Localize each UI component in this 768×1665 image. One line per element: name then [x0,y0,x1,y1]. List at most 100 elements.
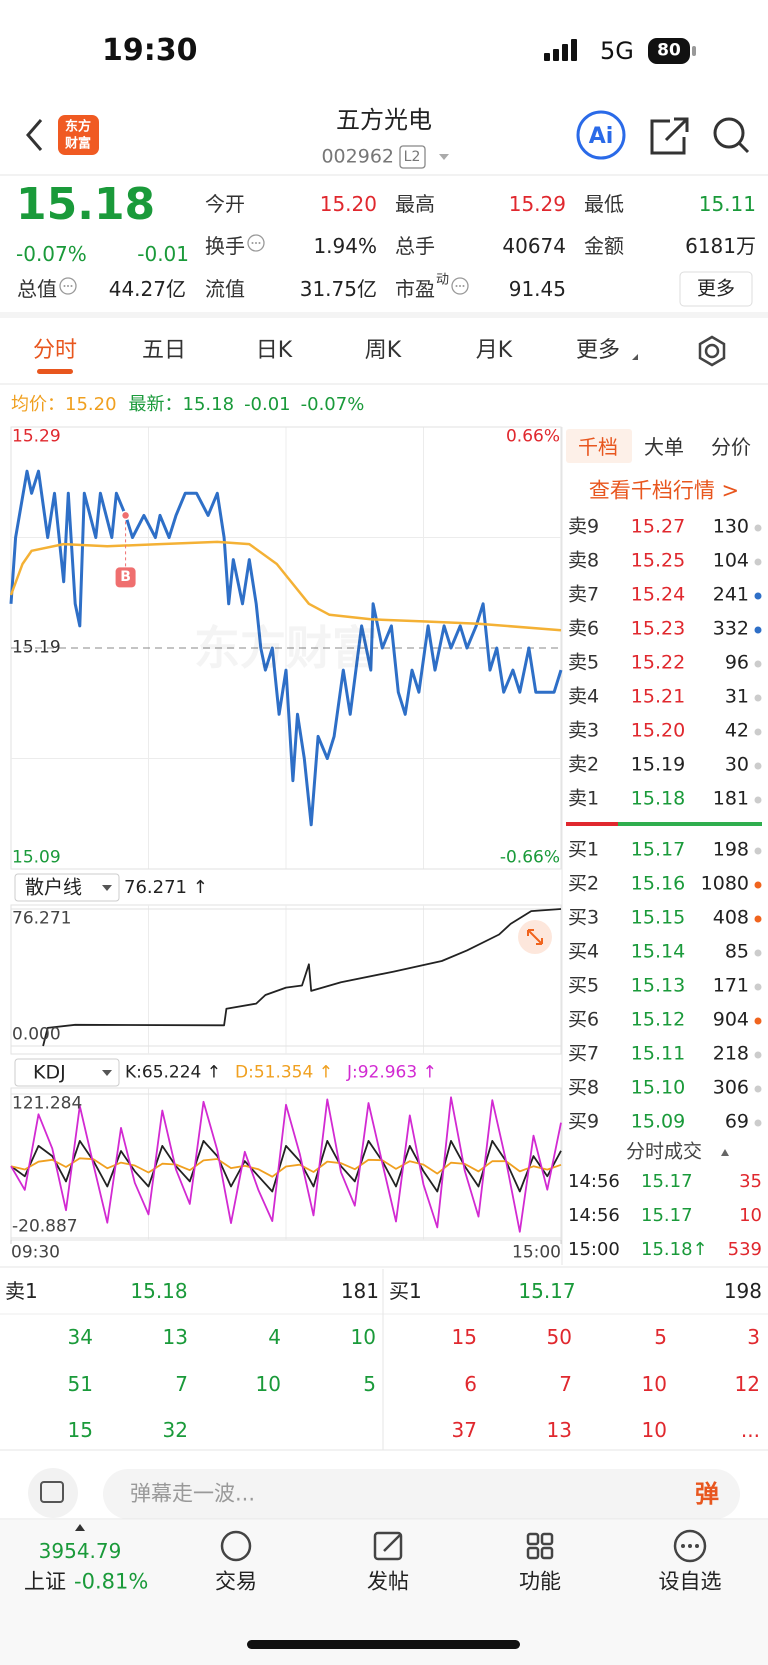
info-dot [455,285,458,287]
trades-title: 分时成交 [625,1140,703,1163]
book-label: 买2 [568,872,600,895]
book-label: 买1 [568,838,600,861]
logo-text: 东方 [64,119,92,135]
search-button[interactable] [713,117,750,154]
dropdown-arrow[interactable] [102,1070,112,1076]
marker-label: B [120,569,131,586]
home-indicator [247,1640,520,1649]
book-price: 15.20 [630,719,686,742]
tab[interactable]: 周K [364,338,402,363]
stat-value: 15.11 [698,192,756,216]
book-price: 15.11 [630,1042,686,1065]
nav-item[interactable]: 功能 [519,1569,561,1594]
tab[interactable]: 五日 [141,338,187,363]
book-label: 卖9 [568,515,600,538]
stat-value: 40674 [502,234,566,258]
nav-item[interactable]: 交易 [215,1569,257,1594]
index-row[interactable]: 上证 -0.81% [24,1571,148,1593]
tab[interactable]: 月K [475,338,513,363]
stat-label: 总值 [17,277,57,301]
tick-volume: 198 [723,1279,762,1303]
bid-bar [618,822,762,826]
last-change-pct: -0.07% [300,394,365,415]
book-dot [754,1085,762,1093]
ai-glyph: Ai [589,124,614,149]
book-tab[interactable]: 大单 [644,435,684,459]
avg-label: 均价： [11,394,65,415]
share-button[interactable] [650,117,689,155]
nav-item[interactable]: 设自选 [658,1569,722,1594]
book-price: 15.25 [630,549,686,572]
book-label: 卖8 [568,549,600,572]
book-label: 卖3 [568,719,600,742]
book-volume: 218 [712,1042,749,1065]
trade-price: 15.18↑ [641,1239,708,1260]
collapse-arrow[interactable] [721,1149,729,1156]
tick-cell: 4 [268,1325,281,1349]
comment-toggle[interactable] [28,1468,78,1518]
tick-side-label: 卖1 [5,1279,38,1303]
more-button[interactable] [679,271,753,307]
book-volume: 306 [712,1076,749,1099]
comment-icon [40,1481,64,1503]
info-dot [258,242,261,244]
tick-cell: 5 [363,1372,376,1396]
info-dot [70,285,73,287]
tab[interactable]: 日K [255,338,293,363]
battery-icon [648,38,690,64]
book-price: 15.27 [630,515,686,538]
comment-placeholder[interactable]: 弹幕走一波... [130,1481,256,1506]
book-dot [754,694,762,702]
settings-button[interactable] [698,335,726,367]
book-volume: 332 [712,617,749,640]
trade-time: 15:00 [568,1239,620,1260]
y-tick-label: 0.000 [12,1024,61,1045]
dropdown-arrow[interactable] [439,154,449,160]
book-volume: 31 [724,685,749,708]
dropdown-arrow[interactable] [102,885,112,891]
back-button[interactable] [26,119,43,151]
comment-input[interactable] [103,1469,740,1519]
book-volume: 198 [712,838,749,861]
tick-cell: 10 [641,1372,667,1396]
tick-cell: 10 [641,1418,667,1442]
book-label: 卖1 [568,787,600,810]
kdj-readout: J:92.963 ↑ [346,1062,437,1083]
tab-underline [37,369,73,374]
stock-name: 五方光电 [336,106,432,134]
nav-item[interactable]: 发帖 [367,1569,409,1594]
tick-cell: 34 [67,1325,93,1349]
stat-label: 金额 [584,234,624,258]
danmaku-button[interactable]: 弹 [695,1480,719,1508]
indicator-select[interactable] [14,873,120,902]
tab[interactable]: 更多 [575,338,621,363]
info-dot [67,285,69,287]
tick-cell: 7 [175,1372,188,1396]
marker-badge [115,567,136,588]
trade-time: 14:56 [568,1171,620,1192]
book-volume: 171 [712,974,749,997]
book-link[interactable]: 查看千档行情 > [588,478,740,503]
tab[interactable]: 分时 [32,338,78,363]
book-dot [754,915,762,923]
book-price: 15.10 [630,1076,686,1099]
book-tab[interactable]: 分价 [711,435,751,459]
book-label: 卖6 [568,617,600,640]
book-label: 买9 [568,1110,600,1133]
stat-value: 1.94% [313,234,377,258]
trade-volume: 539 [727,1239,762,1260]
indicator-select[interactable] [14,1058,120,1087]
kdj-readout: K:65.224 ↑ [125,1062,222,1083]
stock-code: 002962 [321,145,394,168]
book-dot [754,1119,762,1127]
tick-cell: 13 [162,1325,188,1349]
level: L2 [403,149,421,165]
series-line [9,540,562,632]
ai-button[interactable] [576,110,626,160]
book-volume: 96 [724,651,749,674]
book-dot [754,762,762,770]
series-line [10,1140,562,1193]
more-button-label[interactable]: 更多 [696,277,736,300]
stat-value: 15.20 [319,192,377,216]
book-tab[interactable]: 千档 [578,435,618,459]
